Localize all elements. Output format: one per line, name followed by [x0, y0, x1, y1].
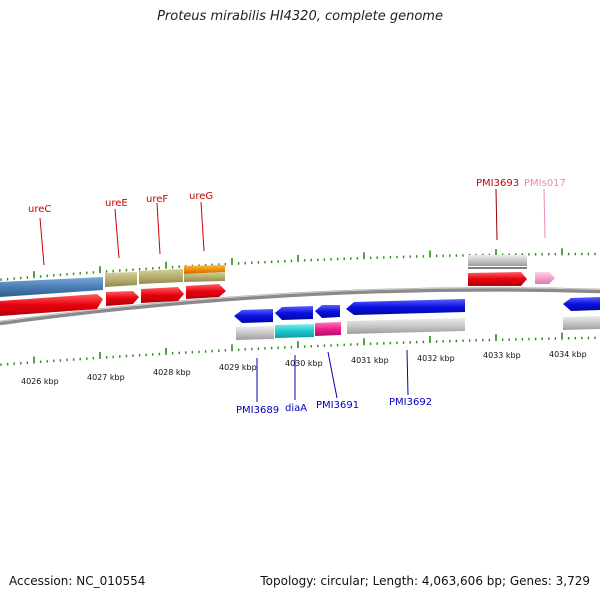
- PMI3691-leader: [327, 351, 338, 399]
- scale-label-4033: 4033 kbp: [483, 351, 521, 360]
- scale-label-4034: 4034 kbp: [549, 350, 587, 359]
- scale-label-4028: 4028 kbp: [153, 368, 191, 377]
- forward-cds-arrows: [0, 272, 555, 316]
- PMI3692-arrow[interactable]: [346, 299, 465, 315]
- PMI3691-label[interactable]: PMI3691: [316, 400, 359, 411]
- ureG-leader: [200, 201, 205, 252]
- ureC-label[interactable]: ureC: [28, 204, 51, 215]
- PMI3689-arrow[interactable]: [234, 309, 273, 323]
- diaA-arrow[interactable]: [275, 306, 313, 320]
- label-leader-lines: [39, 188, 546, 402]
- ureE-arrow[interactable]: [106, 291, 139, 306]
- PMI3691-arrow[interactable]: [315, 305, 340, 318]
- PMI3692-label[interactable]: PMI3692: [389, 397, 432, 408]
- scale-label-4032: 4032 kbp: [417, 354, 455, 363]
- lower-scale-ticks: [0, 332, 596, 366]
- ureE-product[interactable]: [105, 272, 137, 287]
- reverse-cds-arrows: [234, 297, 600, 323]
- scale-label-4027: 4027 kbp: [87, 373, 125, 382]
- ureG-product-top[interactable]: [184, 265, 225, 274]
- ureG-product-bottom[interactable]: [184, 272, 225, 282]
- genome-backbone: [0, 287, 600, 326]
- topology-text: Topology: circular; Length: 4,063,606 bp…: [260, 574, 590, 588]
- ureE-leader: [114, 208, 120, 259]
- gene-labels: ureC ureE ureF ureG PMI3693 PMIs017 PMI3…: [28, 178, 566, 416]
- PMI3691-product[interactable]: [315, 322, 341, 336]
- forward-products: [0, 255, 527, 297]
- ureE-label[interactable]: ureE: [105, 198, 128, 209]
- genome-backbone-highlight: [0, 287, 600, 322]
- ureG-arrow[interactable]: [186, 284, 226, 299]
- PMI3689-product[interactable]: [236, 326, 274, 340]
- PMI3689-label[interactable]: PMI3689: [236, 405, 279, 416]
- PMIs017-leader: [543, 188, 546, 239]
- ureC-product[interactable]: [0, 277, 103, 297]
- PMIs017-label[interactable]: PMIs017: [524, 178, 566, 189]
- ureC-leader: [39, 217, 45, 266]
- genome-title: Proteus mirabilis HI4320, complete genom…: [157, 9, 443, 24]
- reverse-products: [236, 316, 600, 340]
- PMI3693-leader: [495, 188, 498, 241]
- PMI3692-product[interactable]: [347, 318, 465, 334]
- scale-label-4030: 4030 kbp: [285, 359, 323, 368]
- scale-label-4029: 4029 kbp: [219, 363, 257, 372]
- ureG-label[interactable]: ureG: [189, 191, 213, 202]
- ureF-arrow[interactable]: [141, 287, 184, 303]
- scale-label-4031: 4031 kbp: [351, 356, 389, 365]
- scale-label-4026: 4026 kbp: [21, 377, 59, 386]
- edge-reverse-arrow[interactable]: [563, 297, 600, 311]
- ureF-label[interactable]: ureF: [146, 194, 168, 205]
- upper-scale-ticks: [0, 248, 596, 281]
- ureF-leader: [156, 202, 161, 255]
- PMI3692-leader: [406, 349, 409, 396]
- diaA-product[interactable]: [275, 324, 314, 338]
- ureF-product[interactable]: [139, 269, 183, 284]
- accession-text: Accession: NC_010554: [9, 574, 146, 588]
- PMIs017-arrow[interactable]: [535, 272, 555, 284]
- diaA-label[interactable]: diaA: [285, 403, 307, 414]
- PMI3693-arrow[interactable]: [468, 272, 527, 286]
- ureC-arrow[interactable]: [0, 294, 103, 316]
- PMI3693-label[interactable]: PMI3693: [476, 178, 519, 189]
- PMI3693-product[interactable]: [468, 255, 527, 266]
- edge-reverse-product[interactable]: [563, 316, 600, 330]
- scale-labels: 4026 kbp 4027 kbp 4028 kbp 4029 kbp 4030…: [21, 350, 587, 386]
